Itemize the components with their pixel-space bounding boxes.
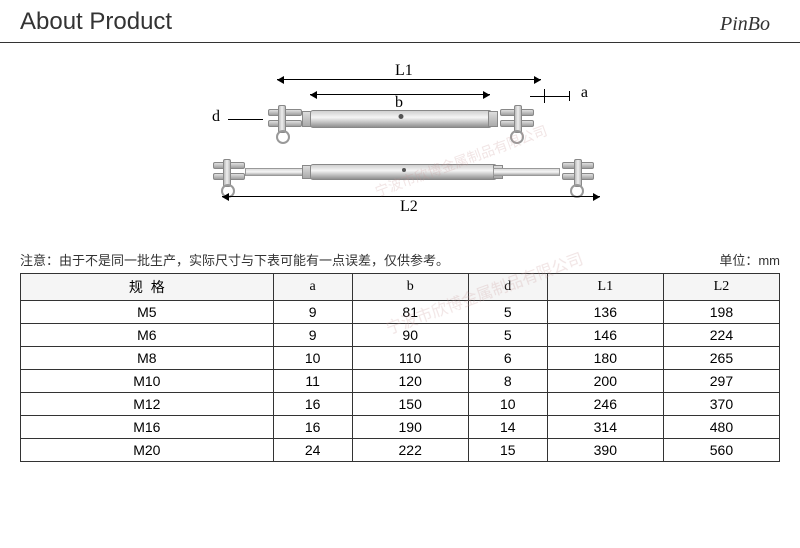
spec-table: 规格 a b d L1 L2 M59815136198M69905146224M… <box>20 273 780 462</box>
col-l1: L1 <box>547 274 663 301</box>
table-cell: 15 <box>468 439 547 462</box>
table-cell: 11 <box>273 370 352 393</box>
table-row: M10111208200297 <box>21 370 780 393</box>
table-cell: 265 <box>663 347 779 370</box>
turnbuckle-closed <box>260 104 540 132</box>
brand-logo: PinBo <box>720 13 780 36</box>
col-spec: 规格 <box>21 274 274 301</box>
table-cell: 246 <box>547 393 663 416</box>
table-cell: 200 <box>547 370 663 393</box>
unit-label: 单位：mm <box>719 250 780 269</box>
table-header-row: 规格 a b d L1 L2 <box>21 274 780 301</box>
table-cell: 9 <box>273 301 352 324</box>
table-cell: 6 <box>468 347 547 370</box>
table-row: M202422215390560 <box>21 439 780 462</box>
table-cell: 120 <box>352 370 468 393</box>
table-cell: 146 <box>547 324 663 347</box>
table-cell: M12 <box>21 393 274 416</box>
table-cell: M8 <box>21 347 274 370</box>
table-cell: 198 <box>663 301 779 324</box>
table-cell: 390 <box>547 439 663 462</box>
product-diagram: L1 b a d <box>0 43 800 248</box>
table-cell: 560 <box>663 439 779 462</box>
table-cell: 480 <box>663 416 779 439</box>
table-cell: 16 <box>273 393 352 416</box>
table-cell: M5 <box>21 301 274 324</box>
col-l2: L2 <box>663 274 779 301</box>
table-cell: 8 <box>468 370 547 393</box>
dim-line-a <box>530 96 570 97</box>
table-cell: 16 <box>273 416 352 439</box>
page-header: About Product PinBo <box>0 0 800 43</box>
dim-label-l2: L2 <box>400 198 418 216</box>
table-cell: 150 <box>352 393 468 416</box>
table-row: M8101106180265 <box>21 347 780 370</box>
page-title: About Product <box>20 8 172 36</box>
dim-label-d: d <box>212 108 220 126</box>
table-cell: 224 <box>663 324 779 347</box>
table-cell: 136 <box>547 301 663 324</box>
table-cell: 222 <box>352 439 468 462</box>
note-text: 注意：由于不是同一批生产，实际尺寸与下表可能有一点误差，仅供参考。 <box>20 250 449 269</box>
table-cell: M10 <box>21 370 274 393</box>
table-cell: M16 <box>21 416 274 439</box>
table-cell: 190 <box>352 416 468 439</box>
dim-label-a: a <box>581 84 588 102</box>
table-cell: 10 <box>273 347 352 370</box>
table-cell: 110 <box>352 347 468 370</box>
table-cell: 9 <box>273 324 352 347</box>
table-cell: 180 <box>547 347 663 370</box>
table-row: M161619014314480 <box>21 416 780 439</box>
col-a: a <box>273 274 352 301</box>
dim-line-d <box>228 119 263 120</box>
dim-label-l1: L1 <box>395 62 413 80</box>
notes-row: 注意：由于不是同一批生产，实际尺寸与下表可能有一点误差，仅供参考。 单位：mm <box>0 248 800 273</box>
table-cell: 10 <box>468 393 547 416</box>
table-cell: M6 <box>21 324 274 347</box>
table-cell: M20 <box>21 439 274 462</box>
table-cell: 5 <box>468 324 547 347</box>
table-cell: 24 <box>273 439 352 462</box>
table-cell: 314 <box>547 416 663 439</box>
dim-line-l2 <box>222 196 600 197</box>
table-cell: 297 <box>663 370 779 393</box>
table-cell: 370 <box>663 393 779 416</box>
table-cell: 14 <box>468 416 547 439</box>
table-row: M121615010246370 <box>21 393 780 416</box>
